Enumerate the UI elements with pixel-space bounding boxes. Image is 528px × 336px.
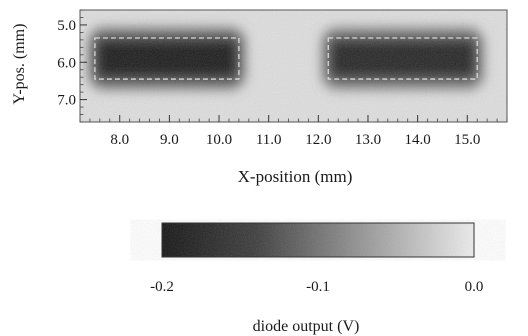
y-axis-label: Y-pos. (mm) [11, 24, 28, 105]
region-dashed-outline [94, 37, 240, 80]
colorbar-texture [162, 223, 474, 257]
x-tick-label: 13.0 [355, 132, 381, 148]
x-tick-label: 8.0 [110, 132, 129, 148]
colorbar-tick-label: -0.1 [306, 279, 330, 295]
x-tick-label: 10.0 [206, 132, 232, 148]
y-tick-label: 7.0 [57, 93, 76, 109]
heatmap-plot: 8.0 9.0 10.0 11.0 12.0 13.0 14.0 15.0 5.0 6.0 7.0 [57, 9, 508, 148]
y-axis: 5.0 6.0 7.0 [57, 9, 87, 123]
x-tick-label: 15.0 [454, 132, 480, 148]
colorbar-tick-label: -0.2 [150, 279, 174, 295]
y-tick-label: 5.0 [57, 18, 76, 34]
x-tick-label: 11.0 [256, 132, 282, 148]
colorbar: -0.2 -0.1 0.0 [150, 222, 483, 295]
heatmap-texture [80, 10, 507, 122]
region-dashed-outline [327, 37, 478, 80]
plot-frame [79, 9, 508, 123]
x-tick-label: 14.0 [405, 132, 431, 148]
colorbar-label: diode output (V) [253, 318, 360, 335]
y-tick-label: 6.0 [57, 55, 76, 71]
region-outlines [94, 37, 478, 80]
x-axis: 8.0 9.0 10.0 11.0 12.0 13.0 14.0 15.0 [79, 115, 508, 148]
colorbar-frame [161, 222, 475, 258]
x-tick-label: 9.0 [160, 132, 179, 148]
x-axis-label: X-position (mm) [238, 167, 353, 186]
x-tick-label: 12.0 [305, 132, 331, 148]
colorbar-tick-label: 0.0 [465, 279, 484, 295]
colorbar-ticks: -0.2 -0.1 0.0 [150, 279, 483, 295]
